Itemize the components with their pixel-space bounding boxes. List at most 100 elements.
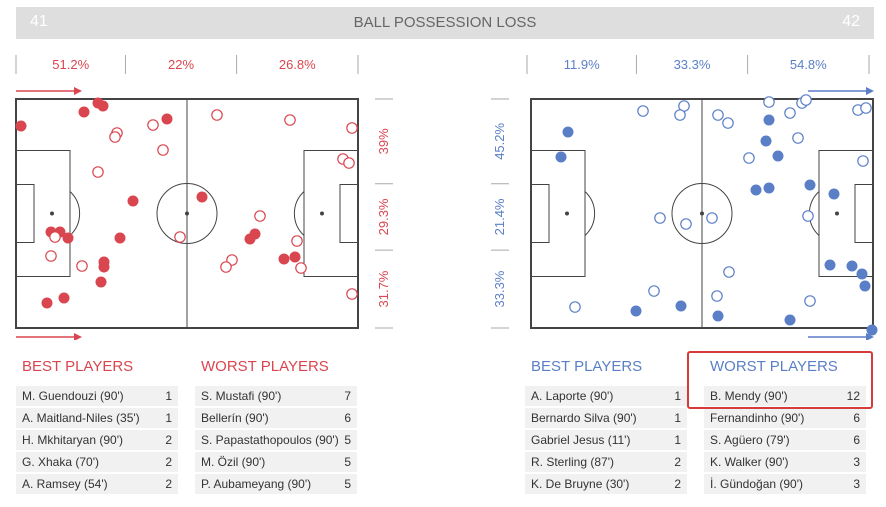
player-value: 3 — [853, 455, 860, 469]
right-worst-table: B. Mendy (90') 12 Fernandinho (90') 6 S. Agü… — [704, 386, 866, 496]
possession-loss-point-hollow — [712, 109, 724, 121]
penalty-spot — [320, 211, 324, 216]
possession-loss-point — [127, 195, 139, 207]
possession-loss-point — [859, 280, 871, 292]
possession-loss-point-hollow — [722, 117, 734, 129]
center-circle — [671, 183, 733, 244]
table-row: S. Mustafi (90') 7 — [195, 386, 357, 406]
player-name: M. Guendouzi (90') — [22, 389, 124, 403]
possession-loss-point-hollow — [45, 250, 57, 262]
possession-loss-point-hollow — [147, 119, 159, 131]
player-name: P. Aubameyang (90') — [201, 477, 312, 491]
zone-percent-y: 39% — [376, 128, 391, 154]
player-value: 1 — [165, 411, 172, 425]
possession-loss-point — [114, 232, 126, 244]
right-best-heading: BEST PLAYERS — [531, 358, 643, 375]
possession-loss-point-hollow — [674, 109, 686, 121]
possession-loss-point-hollow — [220, 261, 232, 273]
player-value: 1 — [165, 389, 172, 403]
possession-loss-point-hollow — [346, 288, 358, 300]
player-value: 7 — [344, 389, 351, 403]
possession-loss-point-hollow — [804, 295, 816, 307]
possession-loss-point — [249, 228, 261, 240]
player-value: 1 — [674, 389, 681, 403]
player-name: İ. Gündoğan (90') — [710, 477, 804, 491]
possession-loss-point — [15, 120, 27, 132]
penalty-arc — [584, 191, 596, 236]
possession-loss-point-hollow — [637, 105, 649, 117]
table-row: K. De Bruyne (30') 2 — [525, 474, 687, 494]
possession-loss-point — [78, 106, 90, 118]
possession-loss-point — [289, 251, 301, 263]
possession-loss-point — [784, 314, 796, 326]
possession-loss-point-hollow — [254, 210, 266, 222]
player-name: K. De Bruyne (30') — [531, 477, 630, 491]
zone-percent-x: 54.8% — [790, 57, 827, 72]
player-value: 2 — [165, 455, 172, 469]
zone-percent-x: 22% — [168, 57, 194, 72]
possession-loss-point — [712, 310, 724, 322]
right-worst-heading: WORST PLAYERS — [710, 358, 838, 375]
zone-percent-y: 45.2% — [492, 123, 507, 160]
possession-loss-point-hollow — [792, 132, 804, 144]
possession-loss-point-hollow — [860, 102, 872, 114]
possession-loss-point-hollow — [800, 94, 812, 106]
zone-percent-y: 21.4% — [492, 198, 507, 235]
player-name: S. Agüero (79') — [710, 433, 790, 447]
table-row: G. Xhaka (70') 2 — [16, 452, 178, 472]
possession-loss-point-hollow — [784, 107, 796, 119]
possession-loss-point — [824, 259, 836, 271]
player-value: 1 — [674, 411, 681, 425]
possession-loss-point-hollow — [802, 210, 814, 222]
penalty-box — [303, 150, 359, 277]
possession-loss-point — [750, 184, 762, 196]
possession-loss-point-hollow — [680, 218, 692, 230]
player-value: 2 — [674, 455, 681, 469]
possession-loss-point-hollow — [49, 231, 61, 243]
player-value: 5 — [344, 433, 351, 447]
possession-loss-point-hollow — [857, 155, 869, 167]
player-value: 12 — [846, 389, 860, 403]
direction-arrow-icon — [866, 333, 874, 340]
possession-loss-point — [41, 297, 53, 309]
possession-loss-point-hollow — [711, 290, 723, 302]
right-best-table: A. Laporte (90') 1 Bernardo Silva (90') 1 Ga… — [525, 386, 687, 496]
header-bar: 41 BALL POSSESSION LOSS 42 — [16, 7, 874, 39]
table-row: Gabriel Jesus (11') 1 — [525, 430, 687, 450]
possession-loss-point — [555, 151, 567, 163]
left-best-heading: BEST PLAYERS — [22, 358, 134, 375]
player-name: H. Mkhitaryan (90') — [22, 433, 123, 447]
zone-percent-x: 51.2% — [52, 57, 89, 72]
zone-percent-x: 11.9% — [564, 57, 600, 72]
zone-percent-x: 33.3% — [674, 57, 711, 72]
possession-loss-point-hollow — [284, 114, 296, 126]
possession-loss-point-hollow — [648, 285, 660, 297]
possession-loss-point-hollow — [291, 235, 303, 247]
possession-loss-point-hollow — [76, 260, 88, 272]
table-row: Bellerín (90') 6 — [195, 408, 357, 428]
player-name: A. Maitland-Niles (35') — [22, 411, 140, 425]
penalty-box — [818, 150, 874, 277]
player-value: 2 — [674, 477, 681, 491]
penalty-spot — [835, 211, 839, 216]
possession-loss-point — [856, 268, 868, 280]
player-name: K. Walker (90') — [710, 455, 789, 469]
possession-loss-point — [58, 292, 70, 304]
table-row: A. Laporte (90') 1 — [525, 386, 687, 406]
possession-loss-point-hollow — [343, 157, 355, 169]
possession-loss-point — [278, 253, 290, 265]
player-value: 2 — [165, 477, 172, 491]
center-spot — [185, 211, 189, 216]
penalty-box — [530, 150, 586, 277]
player-name: R. Sterling (87') — [531, 455, 614, 469]
direction-arrow-icon — [74, 333, 82, 340]
table-row: M. Guendouzi (90') 1 — [16, 386, 178, 406]
table-row: P. Aubameyang (90') 5 — [195, 474, 357, 494]
penalty-box — [15, 150, 71, 277]
goal-area — [339, 184, 359, 243]
goal-area — [530, 184, 550, 243]
penalty-spot — [565, 211, 569, 216]
player-value: 5 — [344, 477, 351, 491]
possession-loss-point — [95, 276, 107, 288]
table-row: B. Mendy (90') 12 — [704, 386, 866, 406]
